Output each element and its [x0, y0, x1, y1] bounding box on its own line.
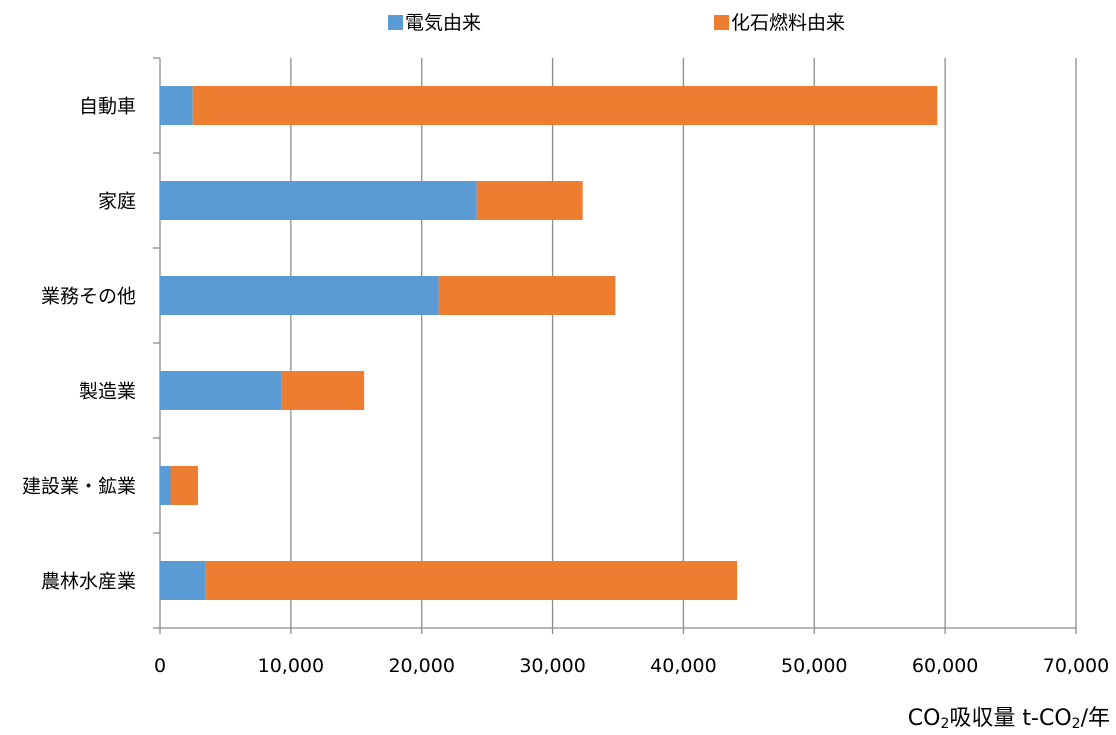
x-tick-label: 20,000: [388, 655, 454, 677]
category-label: 自動車: [79, 96, 136, 118]
bar-fossil: [205, 561, 738, 600]
category-label: 製造業: [79, 381, 136, 403]
x-tick-label: 30,000: [519, 655, 585, 677]
category-label: 業務その他: [41, 286, 136, 308]
x-axis-title: CO2吸収量 t-CO2/年: [907, 706, 1110, 732]
legend-label: 化石燃料由来: [731, 12, 845, 34]
bar-electric: [160, 86, 193, 125]
bar-fossil: [476, 181, 583, 220]
category-label: 建設業・鉱業: [22, 476, 136, 498]
legend-swatch: [714, 15, 729, 30]
bar-electric: [160, 371, 282, 410]
bar-fossil: [170, 466, 198, 505]
bar-electric: [160, 466, 171, 505]
legend-swatch: [388, 15, 403, 30]
x-tick-label: 70,000: [1043, 655, 1109, 677]
category-label: 農林水産業: [41, 571, 136, 593]
legend-label: 電気由来: [405, 12, 481, 34]
bar-fossil: [281, 371, 365, 410]
bar-electric: [160, 276, 439, 315]
category-label: 家庭: [98, 191, 136, 213]
x-tick-label: 50,000: [781, 655, 847, 677]
bar-electric: [160, 561, 206, 600]
x-tick-label: 10,000: [258, 655, 324, 677]
x-tick-label: 40,000: [650, 655, 716, 677]
x-tick-label: 0: [154, 655, 166, 677]
x-tick-label: 60,000: [912, 655, 978, 677]
bar-fossil: [438, 276, 616, 315]
bar-electric: [160, 181, 477, 220]
bar-fossil: [192, 86, 938, 125]
